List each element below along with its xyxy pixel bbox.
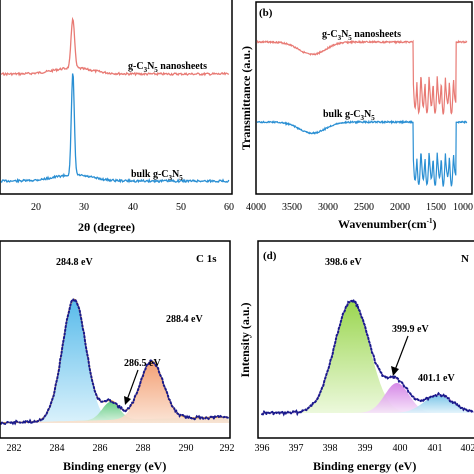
arrow-line-n [394, 335, 409, 371]
panel-a-frame [0, 0, 233, 195]
panel-b: (b) g-C3N5 nanosheets bulk g-C3N5 Transm… [239, 1, 473, 231]
peak-label-c-286-5: 286.5 eV [124, 358, 161, 369]
x-tick-label-c-288: 288 [136, 443, 151, 454]
x-tick-label-d-397: 397 [289, 443, 304, 454]
x-tick-label-d-400: 400 [393, 443, 408, 454]
panel-d: (d) N 398.6 eV 399.9 eV 401.1 eV Intensi… [238, 240, 474, 473]
panel-c: C 1s 284.8 eV 286.5 eV 288.4 eV 282 284 … [0, 240, 235, 473]
fit-peak-c-286-5 [0, 401, 229, 423]
arrow-head-c [124, 396, 131, 405]
fit-peak-n-401-1 [259, 395, 474, 413]
y-axis-label-d: Intensity (a.u.) [238, 302, 252, 377]
panel-title-d: N [461, 253, 469, 265]
y-axis-label-b: Transmittance (a.u.) [239, 46, 253, 150]
series-line-ftir-bulk [256, 119, 468, 187]
peak-label-c-284-8: 284.8 eV [56, 257, 93, 268]
panel-c-frame [0, 240, 231, 439]
x-tick-label-a-20: 20 [31, 202, 41, 213]
peak-label-c-288-4: 288.4 eV [166, 314, 203, 325]
x-axis-label-c: Binding energy (eV) [63, 459, 166, 473]
series-line-xrd-bulk [0, 73, 230, 184]
x-tick-label-a-50: 50 [176, 202, 186, 213]
x-tick-label-d-401: 401 [428, 443, 443, 454]
panel-d-frame [257, 240, 474, 439]
x-axis-label-b: Wavenumber(cm-1) [338, 217, 437, 231]
x-tick-label-a-60: 60 [224, 202, 234, 213]
x-tick-label-b-3000: 3000 [318, 202, 338, 213]
x-tick-label-d-402: 402 [461, 443, 474, 454]
x-tick-label-c-284: 284 [50, 443, 65, 454]
x-tick-label-c-282: 282 [7, 443, 22, 454]
x-tick-label-b-2500: 2500 [354, 202, 374, 213]
x-tick-label-c-286: 286 [93, 443, 108, 454]
x-tick-label-a-30: 30 [79, 202, 89, 213]
panel-label-d: (d) [263, 250, 277, 262]
x-axis-label-d: Binding energy (eV) [313, 459, 416, 473]
x-tick-label-a-40: 40 [128, 202, 138, 213]
panel-a: g-C3N5 nanosheets bulk g-C3N5 20 30 40 5… [0, 0, 234, 234]
x-tick-label-b-3500: 3500 [282, 202, 302, 213]
series-line-ftir-nanosheets [256, 39, 468, 116]
panel-title-c: C 1s [196, 253, 217, 265]
peak-label-n-398-6: 398.6 eV [325, 257, 362, 268]
x-tick-label-c-292: 292 [220, 443, 235, 454]
raw-data-dots-c [0, 297, 229, 426]
x-tick-label-b-4000: 4000 [246, 202, 266, 213]
x-tick-label-b-2000: 2000 [390, 202, 410, 213]
series-line-xrd-nanosheets [0, 16, 230, 77]
fit-peak-c-288-4 [0, 361, 229, 423]
x-tick-label-d-398: 398 [323, 443, 338, 454]
panel-b-frame [255, 1, 473, 195]
x-tick-label-d-396: 396 [255, 443, 270, 454]
series-label-ftir-bulk: bulk g-C3N5 [323, 109, 375, 122]
fit-peak-c-284-8 [0, 299, 229, 423]
fit-peak-n-398-6 [259, 300, 474, 413]
x-tick-label-b-1000: 1000 [453, 202, 473, 213]
peak-label-n-401-1: 401.1 eV [418, 373, 455, 384]
series-label-ftir-nanosheets: g-C3N5 nanosheets [322, 29, 401, 42]
peak-label-n-399-9: 399.9 eV [392, 324, 429, 335]
x-axis-label-a: 2θ (degree) [78, 220, 135, 234]
series-label-xrd-bulk: bulk g-C3N5 [131, 169, 183, 182]
x-tick-label-d-399: 399 [358, 443, 373, 454]
arrow-line-c [126, 369, 139, 401]
raw-data-dots-n [261, 297, 474, 417]
panel-label-b: (b) [259, 7, 273, 19]
series-label-xrd-nanosheets: g-C3N5 nanosheets [128, 61, 207, 74]
arrow-head-n [391, 366, 399, 376]
x-tick-label-c-290: 290 [179, 443, 194, 454]
x-tick-label-b-1500: 1500 [426, 202, 446, 213]
